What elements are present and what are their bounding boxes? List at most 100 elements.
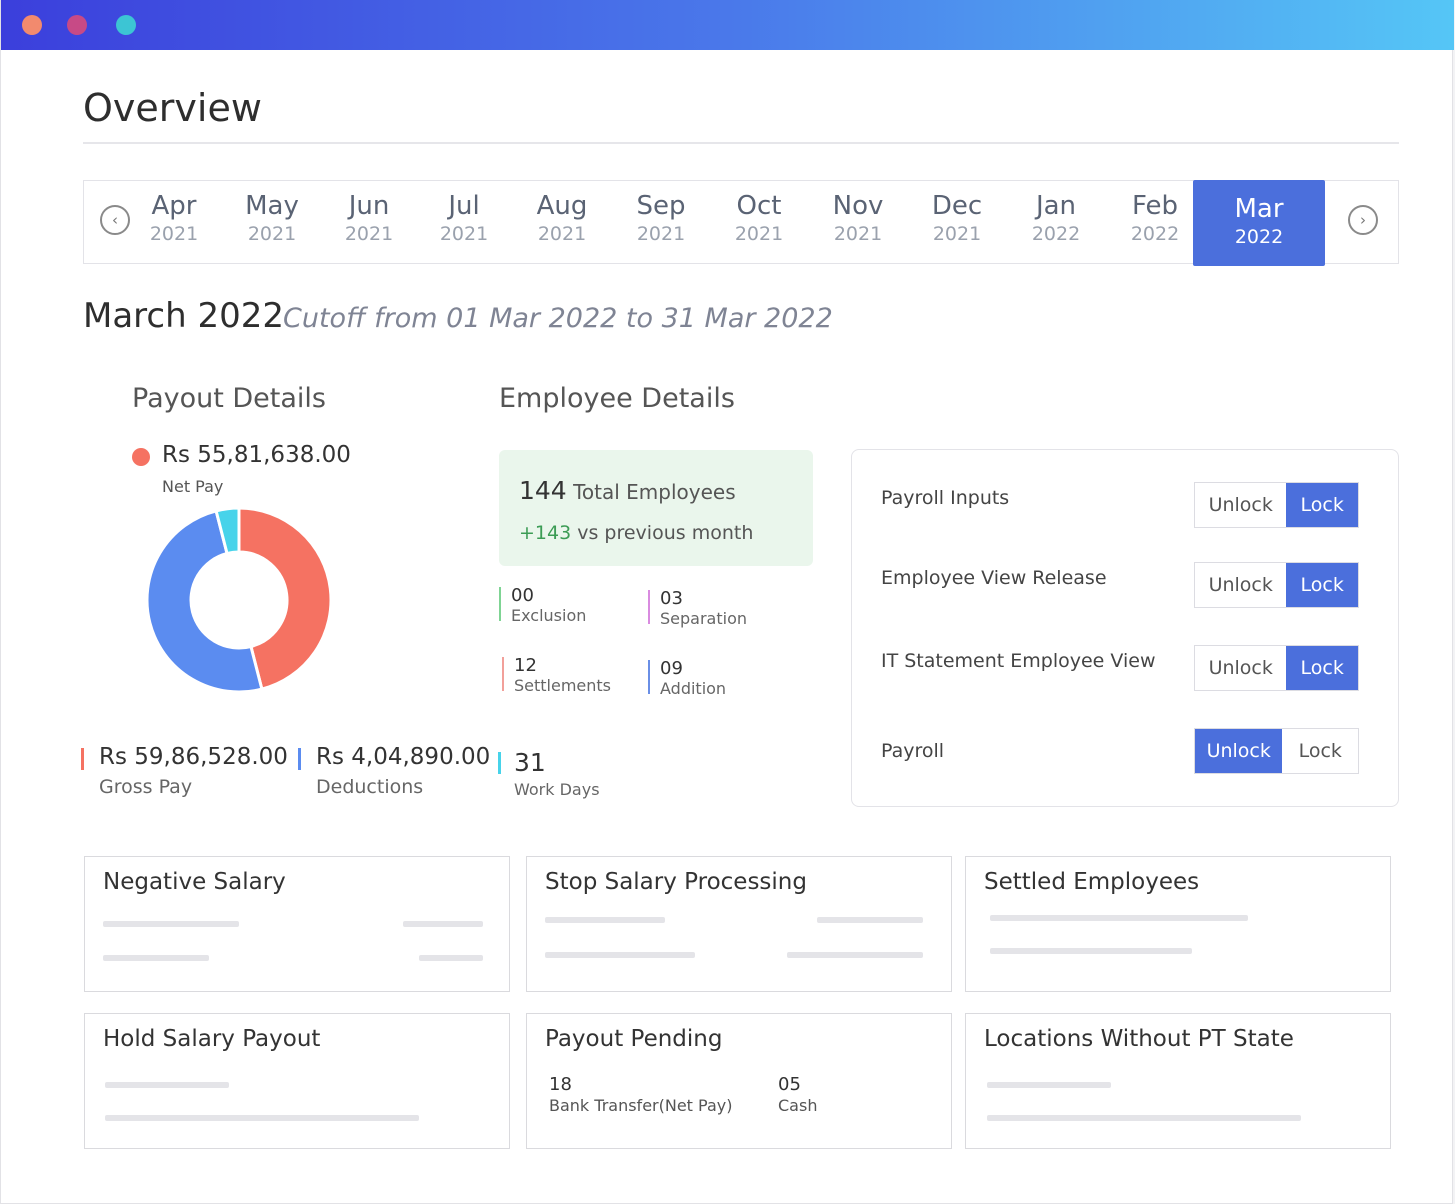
month-year: 2021 <box>932 223 982 245</box>
month-year: 2021 <box>734 223 784 245</box>
bank-transfer-value: 18 <box>549 1074 572 1095</box>
month-tab-aug-2021[interactable]: Aug 2021 <box>512 181 612 265</box>
hold-salary-card[interactable]: Hold Salary Payout <box>84 1013 510 1149</box>
placeholder-line <box>817 917 923 923</box>
month-year: 2021 <box>439 223 489 245</box>
chevron-right-icon: › <box>1360 211 1366 229</box>
month-name: Aug <box>536 191 588 221</box>
month-tab-jul-2021[interactable]: Jul 2021 <box>414 181 514 265</box>
locations-without-pt-card[interactable]: Locations Without PT State <box>965 1013 1391 1149</box>
placeholder-line <box>787 952 923 958</box>
negative-salary-card[interactable]: Negative Salary <box>84 856 510 992</box>
employee-view-release-lock-button[interactable]: Lock <box>1286 563 1358 607</box>
net-pay-label: Net Pay <box>162 477 224 496</box>
chevron-left-icon: ‹ <box>112 211 118 229</box>
payroll-unlock-button[interactable]: Unlock <box>1195 729 1283 773</box>
exclusion-value: 00 <box>511 585 534 606</box>
total-employees: 144 Total Employees <box>519 476 736 505</box>
month-tab-jun-2021[interactable]: Jun 2021 <box>319 181 419 265</box>
month-name: Jun <box>348 191 390 221</box>
month-name: May <box>245 191 299 221</box>
month-tab-dec-2021[interactable]: Dec 2021 <box>907 181 1007 265</box>
payout-pending-card[interactable]: Payout Pending 18 Bank Transfer(Net Pay)… <box>526 1013 952 1149</box>
page-title: Overview <box>83 86 262 130</box>
prev-month-button[interactable]: ‹ <box>100 205 130 235</box>
month-tab-sep-2021[interactable]: Sep 2021 <box>611 181 711 265</box>
cutoff-range: Cutoff from 01 Mar 2022 to 31 Mar 2022 <box>283 303 833 334</box>
work-days-label: Work Days <box>514 780 600 799</box>
payroll-inputs-lock-button[interactable]: Lock <box>1286 483 1358 527</box>
employee-view-release-toggle: Unlock Lock <box>1194 562 1359 608</box>
settlements-marker <box>502 657 504 691</box>
it-statement-unlock-button[interactable]: Unlock <box>1208 657 1273 679</box>
month-tab-jan-2022[interactable]: Jan 2022 <box>1006 181 1106 265</box>
total-employees-count: 144 <box>519 476 567 505</box>
month-name: Mar <box>1234 194 1284 224</box>
payroll-inputs-label: Payroll Inputs <box>881 487 1010 509</box>
settlements-value: 12 <box>514 655 537 676</box>
divider <box>83 142 1399 144</box>
month-tab-nov-2021[interactable]: Nov 2021 <box>808 181 908 265</box>
month-year: 2021 <box>833 223 883 245</box>
employee-change: +143 vs previous month <box>519 522 753 544</box>
employee-change-label: vs previous month <box>577 522 754 544</box>
it-statement-toggle: Unlock Lock <box>1194 645 1359 691</box>
placeholder-line <box>403 921 483 927</box>
month-year: 2022 <box>1234 226 1284 248</box>
month-year: 2022 <box>1130 223 1180 245</box>
minimize-window-button[interactable] <box>67 15 87 35</box>
placeholder-line <box>545 917 665 923</box>
next-month-button[interactable]: › <box>1348 205 1378 235</box>
total-employees-label: Total Employees <box>573 480 736 504</box>
payout-details-title: Payout Details <box>132 383 326 414</box>
month-name: Dec <box>931 191 983 221</box>
placeholder-line <box>419 955 483 961</box>
month-tab-may-2021[interactable]: May 2021 <box>222 181 322 265</box>
net-pay-value: Rs 55,81,638.00 <box>162 442 351 468</box>
month-name: Feb <box>1131 191 1179 221</box>
month-year: 2021 <box>636 223 686 245</box>
donut-slice-gross-pay <box>145 509 264 694</box>
month-year: 2021 <box>344 223 394 245</box>
month-tab-feb-2022[interactable]: Feb 2022 <box>1105 181 1205 265</box>
month-name: Jan <box>1035 191 1077 221</box>
employee-details-title: Employee Details <box>499 383 735 414</box>
settlements-label: Settlements <box>514 676 612 695</box>
month-name: Apr <box>151 191 197 221</box>
it-statement-label: IT Statement Employee View <box>881 650 1156 672</box>
period-title: March 2022 <box>83 296 284 336</box>
month-year: 2022 <box>1031 223 1081 245</box>
maximize-window-button[interactable] <box>116 15 136 35</box>
month-name: Sep <box>636 191 686 221</box>
settled-employees-card[interactable]: Settled Employees <box>965 856 1391 992</box>
close-window-button[interactable] <box>22 15 42 35</box>
payroll-toggle: Unlock Lock <box>1194 728 1359 774</box>
total-employees-card: 144 Total Employees +143 vs previous mon… <box>499 450 813 566</box>
payroll-lock-button[interactable]: Lock <box>1298 740 1342 762</box>
month-tab-oct-2021[interactable]: Oct 2021 <box>709 181 809 265</box>
placeholder-line <box>987 1082 1111 1088</box>
month-tab-apr-2021[interactable]: Apr 2021 <box>124 181 224 265</box>
deductions-value: Rs 4,04,890.00 <box>316 744 491 770</box>
payroll-inputs-unlock-button[interactable]: Unlock <box>1208 494 1273 516</box>
month-name: Nov <box>832 191 884 221</box>
employee-view-release-unlock-button[interactable]: Unlock <box>1208 574 1273 596</box>
separation-value: 03 <box>660 588 683 609</box>
gross-pay-marker <box>81 748 84 770</box>
month-tab-mar-2022[interactable]: Mar 2022 <box>1193 180 1325 266</box>
placeholder-line <box>987 1115 1301 1121</box>
employee-change-value: +143 <box>519 522 572 544</box>
separation-marker <box>648 590 650 624</box>
placeholder-line <box>103 921 239 927</box>
month-year: 2021 <box>247 223 297 245</box>
payroll-inputs-toggle: Unlock Lock <box>1194 482 1359 528</box>
stop-salary-card[interactable]: Stop Salary Processing <box>526 856 952 992</box>
cash-value: 05 <box>778 1074 801 1095</box>
month-year: 2021 <box>149 223 199 245</box>
deductions-label: Deductions <box>316 776 424 798</box>
it-statement-lock-button[interactable]: Lock <box>1286 646 1358 690</box>
gross-pay-label: Gross Pay <box>99 776 193 798</box>
title-bar <box>1 0 1454 50</box>
card-title: Negative Salary <box>103 869 286 895</box>
month-year: 2021 <box>537 223 587 245</box>
